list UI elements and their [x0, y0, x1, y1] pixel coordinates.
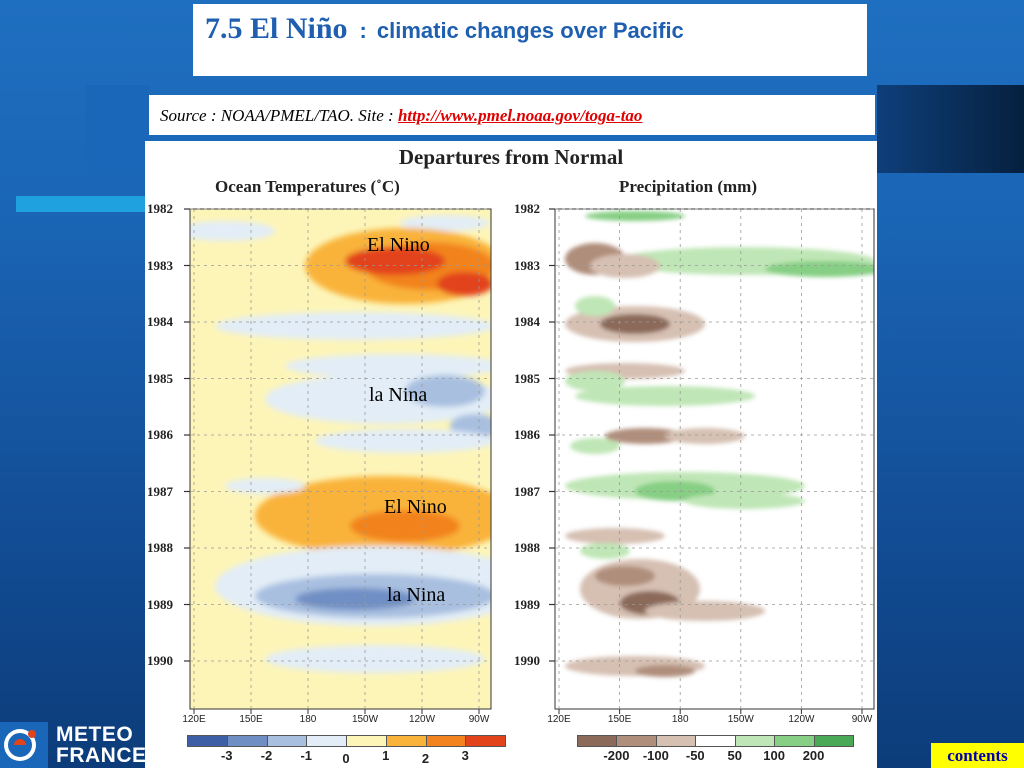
temp-year-label: 1986: [147, 427, 173, 442]
temp-year-label: 1985: [147, 370, 173, 386]
precip-plot-frame: [554, 208, 875, 710]
precip-longitude-label: 120E: [547, 714, 571, 725]
temp-legend-swatch: [226, 735, 268, 747]
precip-longitude-label: 150E: [607, 714, 632, 725]
source-link[interactable]: http://www.pmel.noaa.gov/toga-tao: [397, 106, 643, 125]
decor-bar-left: [85, 85, 149, 170]
precip-legend-swatch: [813, 735, 854, 747]
source-prefix: Source : NOAA/PMEL/TAO. Site :: [160, 106, 394, 125]
temp-longitude-label: 150W: [351, 714, 379, 725]
temp-year-label: 1988: [147, 540, 173, 555]
temp-year-label: 1984: [147, 314, 173, 329]
precip-year-label: 1983: [514, 257, 540, 273]
precip-longitude-label: 150W: [727, 714, 754, 725]
title-box: 7.5 El Niño: climatic changes over Pacifi…: [193, 4, 867, 76]
temp-legend-swatch: [385, 735, 427, 747]
precip-legend-label: -50: [685, 748, 705, 763]
precip-legend-label: -200: [603, 748, 630, 763]
temp-legend-swatch: [266, 735, 308, 747]
decor-bar-top-right: [877, 85, 1024, 173]
figure: Departures from Normal Ocean Temperature…: [145, 141, 877, 768]
precip-year-label: 1984: [514, 314, 540, 329]
temp-year-label: 1990: [147, 653, 173, 668]
precip-legend-label: 100: [763, 748, 785, 763]
slide-title: 7.5 El Niño: climatic changes over Pacifi…: [205, 12, 684, 46]
precip-year-label: 1985: [514, 370, 540, 386]
precip-legend-swatch: [695, 735, 736, 747]
temp-legend-label: 2: [421, 751, 430, 766]
temp-legend-swatch: [465, 735, 506, 747]
chart-canvas: [184, 208, 875, 714]
temp-legend-swatch: [187, 735, 228, 747]
chart-axes: [184, 208, 875, 714]
annotation-el-nino-1982: El Nino: [367, 234, 430, 256]
title-subtitle: climatic changes over Pacific: [376, 18, 684, 43]
temp-longitude-label: 120E: [182, 714, 206, 725]
temp-legend-swatch: [425, 735, 467, 747]
logo-line-1: METEO: [56, 723, 134, 746]
annotation-la-nina-1989: la Nina: [387, 584, 446, 606]
precip-panel-title: Precipitation (mm): [619, 177, 758, 196]
title-separator: :: [359, 18, 367, 43]
temp-longitude-label: 150E: [239, 714, 263, 725]
temp-longitude-label: 120W: [408, 714, 436, 725]
decor-bar-cyan: [16, 196, 146, 212]
precip-legend-label: 50: [727, 748, 742, 763]
precip-legend-swatch: [655, 735, 697, 747]
precip-year-label: 1988: [514, 540, 540, 555]
temp-legend-label: 3: [461, 748, 469, 763]
annotation-el-nino-1987: El Nino: [384, 496, 447, 518]
temp-legend-label: 1: [382, 748, 390, 763]
temp-legend-swatch: [306, 735, 347, 747]
figure-title: Departures from Normal: [398, 145, 624, 169]
precip-year-label: 1989: [514, 596, 540, 612]
precip-year-label: 1982: [514, 201, 540, 216]
precip-legend-swatch: [734, 735, 776, 747]
temp-year-label: 1982: [147, 201, 173, 216]
temp-legend-label: -2: [260, 748, 273, 763]
precip-legend-label: 200: [802, 748, 825, 763]
precip-year-label: 1986: [514, 427, 540, 442]
precip-legend-swatch: [616, 735, 657, 747]
temp-legend-label: -3: [220, 748, 233, 763]
temp-year-label: 1983: [147, 257, 173, 273]
temp-year-label: 1989: [147, 596, 173, 612]
logo-text: METEO FRANCE: [56, 724, 147, 766]
precip-legend-swatch: [577, 735, 618, 747]
logo-line-2: FRANCE: [56, 744, 147, 767]
temp-year-label: 1987: [147, 483, 173, 499]
temp-heatmap: [190, 209, 491, 709]
source-box: Source : NOAA/PMEL/TAO. Site : http://ww…: [149, 95, 875, 135]
temp-legend-label: -1: [300, 748, 313, 763]
precip-year-label: 1990: [514, 653, 540, 668]
title-main: 7.5 El Niño: [205, 12, 348, 45]
temp-panel-title: Ocean Temperatures (˚C): [215, 177, 400, 196]
contents-button[interactable]: contents: [931, 743, 1024, 768]
temp-legend-swatch: [346, 735, 387, 747]
temp-longitude-label: 90W: [468, 714, 490, 725]
precip-legend-swatch: [774, 735, 815, 747]
precip-longitude-label: 120W: [788, 714, 815, 725]
precip-longitude-label: 180: [671, 714, 689, 725]
precip-year-label: 1987: [514, 483, 540, 499]
precip-heatmap: [555, 209, 874, 709]
annotation-la-nina-1985: la Nina: [369, 384, 428, 406]
precip-legend-label: -100: [642, 748, 669, 763]
source-line: Source : NOAA/PMEL/TAO. Site : http://ww…: [160, 106, 642, 126]
temp-longitude-label: 180: [299, 714, 317, 725]
temp-plot-frame: [189, 208, 492, 710]
precip-longitude-label: 90W: [851, 714, 873, 725]
meteo-france-logo-icon: [0, 722, 48, 768]
temp-legend-label: 0: [342, 751, 350, 766]
